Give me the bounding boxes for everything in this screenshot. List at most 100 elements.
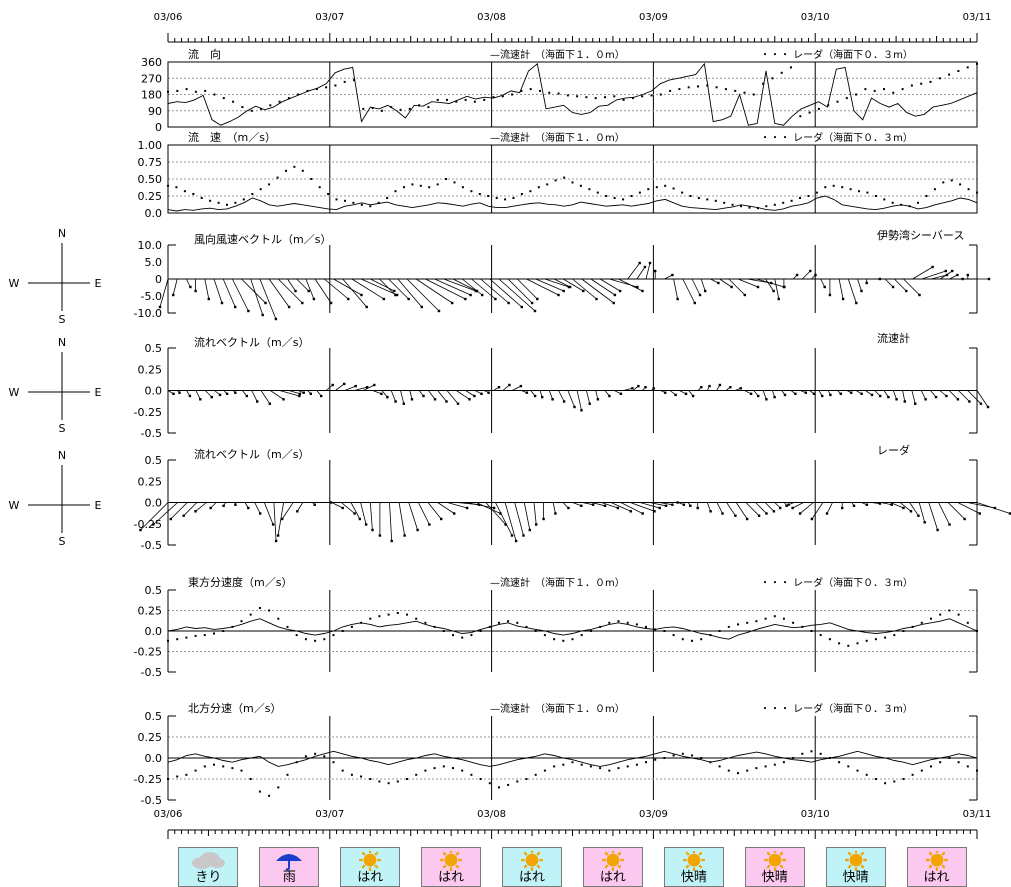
vector-head — [956, 273, 959, 277]
radar-point — [332, 634, 335, 637]
vector-arrow — [636, 266, 646, 280]
vector-head — [648, 261, 652, 265]
radar-point — [959, 183, 962, 186]
radar-point — [529, 88, 532, 91]
radar-point — [706, 84, 709, 87]
vector-head — [329, 501, 333, 504]
vector-head — [798, 512, 802, 515]
vector-head — [619, 392, 623, 395]
radar-point — [858, 190, 860, 193]
vector-arrow — [353, 386, 368, 391]
radar-point — [350, 625, 353, 628]
radar-point — [755, 620, 758, 623]
vector-head — [420, 305, 423, 309]
vector-head — [522, 534, 525, 537]
vector-head — [234, 503, 237, 506]
radar-point — [687, 86, 690, 89]
radar-point — [762, 82, 765, 85]
vector-head — [274, 317, 278, 321]
radar-point — [504, 198, 507, 201]
radar-point — [534, 773, 537, 776]
vector-head — [562, 400, 566, 403]
vector-arrow — [737, 278, 759, 288]
compass-w: W — [9, 277, 20, 290]
weather-label: 快晴 — [680, 870, 707, 885]
vector-arrow — [903, 278, 920, 296]
radar-point — [746, 769, 749, 772]
vector-head — [386, 395, 389, 399]
radar-point — [743, 91, 746, 94]
radar-point — [461, 186, 464, 189]
vector-arrow — [938, 502, 950, 525]
vector-head — [264, 301, 267, 305]
vector-head — [765, 512, 768, 515]
radar-point — [654, 628, 657, 631]
vector-head — [841, 506, 844, 510]
radar-point — [406, 613, 408, 616]
radar-point — [920, 769, 923, 772]
radar-point — [167, 639, 169, 642]
compass-n: N — [58, 449, 66, 462]
vector-head — [658, 506, 661, 510]
vector-arrow — [639, 502, 660, 509]
vector-arrow — [719, 278, 732, 288]
radar-point — [378, 780, 381, 783]
radar-point — [387, 613, 390, 616]
vector-head — [721, 512, 724, 515]
vector-arrow — [268, 278, 290, 308]
vector-head — [465, 506, 469, 510]
radar-point — [585, 96, 588, 99]
radar-point — [534, 630, 537, 632]
radar-point — [553, 765, 556, 768]
weather-cell: きり — [178, 847, 239, 887]
radar-point — [507, 783, 510, 786]
radar-point — [194, 90, 197, 93]
radar-point — [967, 188, 970, 191]
vector-head — [453, 512, 456, 515]
radar-point — [663, 757, 666, 759]
vector-arrow — [762, 390, 767, 400]
vector-arrow — [912, 266, 933, 280]
radar-point — [452, 634, 454, 637]
vector-head — [494, 297, 497, 301]
radar-point — [613, 95, 616, 98]
vector-head — [347, 297, 350, 301]
vector-arrow — [884, 278, 894, 288]
vector-head — [464, 297, 467, 301]
vector-arrow — [792, 502, 804, 509]
vector-arrow — [552, 502, 556, 514]
vector-head — [394, 293, 397, 297]
vector-arrow — [415, 278, 453, 304]
vector-head — [158, 305, 162, 309]
vector-arrow — [700, 278, 706, 292]
vector-head — [591, 503, 595, 506]
station-label: レーダ — [877, 443, 910, 457]
vector-arrow — [572, 278, 597, 300]
weather-cell: 快晴 — [744, 847, 805, 887]
vector-head — [473, 394, 476, 398]
vector-head — [298, 394, 301, 398]
vector-head — [247, 309, 250, 313]
vector-head — [979, 402, 983, 405]
vector-head — [756, 285, 760, 289]
radar-point — [287, 97, 290, 100]
radar-point — [362, 107, 365, 110]
vector-head — [700, 386, 703, 389]
radar-point — [213, 632, 215, 635]
radar-point — [360, 621, 363, 624]
radar-point — [408, 107, 411, 110]
radar-point — [902, 630, 905, 632]
y-tick-label: -0.5 — [141, 427, 162, 440]
vector-head — [541, 395, 544, 399]
vector-arrow — [599, 278, 621, 292]
radar-point — [617, 767, 620, 770]
vector-head — [364, 523, 368, 526]
vector-arrow — [928, 502, 938, 531]
vector-arrow — [270, 390, 284, 400]
legend-radar: ・・・ レーダ（海面下０．３m） — [760, 576, 913, 589]
vector-arrow — [609, 278, 638, 288]
radar-point — [691, 639, 693, 642]
vector-head — [809, 269, 812, 273]
vector-head — [828, 293, 832, 297]
